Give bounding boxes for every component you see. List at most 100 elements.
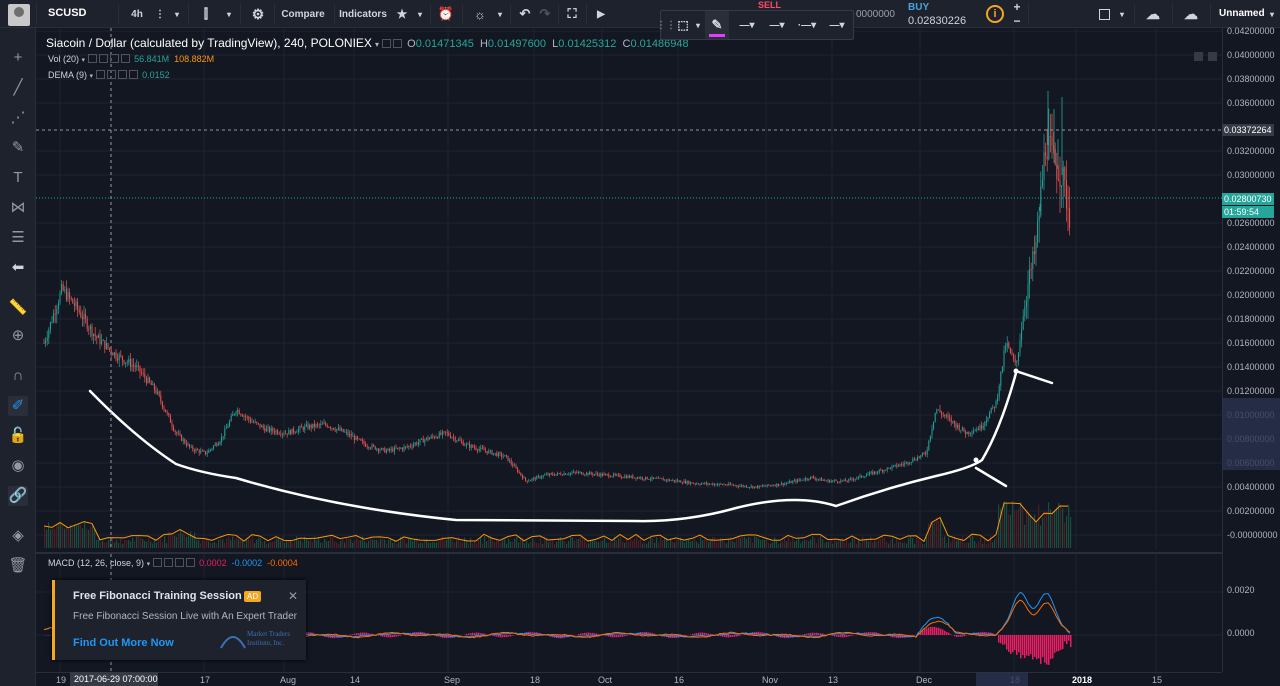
star-icon[interactable]: ★ [396, 7, 408, 21]
volume-bar [50, 529, 52, 548]
buy-price[interactable]: 0.02830226 [908, 15, 967, 27]
chevron-down-icon[interactable]: ▾ [1119, 9, 1124, 19]
source-box-icon[interactable] [117, 70, 127, 79]
source-box-icon[interactable] [174, 558, 184, 567]
time-axis[interactable]: 1917Aug14Sep18Oct16Nov13Dec18201815 [36, 672, 1222, 686]
layers-icon[interactable]: ◈ [12, 527, 24, 544]
user-avatar[interactable] [8, 4, 30, 26]
chevron-down-icon[interactable]: ▾ [695, 20, 700, 30]
macd-histogram-bar [614, 635, 616, 638]
zoom-icon[interactable]: ⊕ [11, 327, 25, 344]
text-icon[interactable]: T [13, 169, 23, 186]
close-box-icon[interactable] [128, 70, 138, 79]
layout-name[interactable]: Unnamed [1219, 8, 1265, 19]
price-chart[interactable] [36, 28, 1222, 550]
ruler-icon[interactable]: 📏 [8, 299, 28, 316]
symbol-search[interactable]: SCUSD [48, 7, 87, 19]
volume-bar [600, 541, 602, 548]
eye-box-icon[interactable] [152, 558, 162, 567]
line-width-icon[interactable]: —▾ [739, 19, 755, 31]
settings-box-icon[interactable] [106, 70, 116, 79]
undo-icon[interactable]: ↶ [519, 6, 531, 21]
macd-label[interactable]: MACD (12, 26, close, 9) [48, 558, 145, 568]
cloud-icon[interactable]: ☁ [1146, 5, 1160, 22]
candle-body [80, 312, 82, 318]
back-arrow-icon[interactable]: ⬅ [11, 259, 25, 276]
settings-box-icon[interactable] [163, 558, 173, 567]
gear-icon[interactable]: ⚙ [251, 5, 265, 22]
line-extend-icon[interactable]: —▾ [829, 19, 845, 31]
indicators-button[interactable]: Indicators [339, 8, 387, 20]
macd-histogram-bar [986, 632, 988, 635]
eye-box-icon[interactable] [95, 70, 105, 79]
ad-link[interactable]: Find Out More Now [73, 637, 174, 649]
interval-menu-icon[interactable]: ⋮ [155, 8, 165, 20]
line-style-icon[interactable]: —▾ [769, 19, 785, 31]
chevron-down-icon[interactable]: ▾ [417, 9, 422, 19]
candle-body [685, 481, 687, 484]
bulb-icon[interactable]: ☼ [474, 6, 486, 22]
compare-button[interactable]: Compare [281, 8, 325, 20]
pane-collapse-icon[interactable] [1208, 52, 1217, 61]
volume-bar [496, 538, 498, 548]
minus-icon[interactable]: − [1013, 14, 1021, 28]
layout-square-icon[interactable] [1096, 0, 1112, 28]
close-box-icon[interactable] [185, 558, 195, 567]
play-icon[interactable]: ▶ [597, 8, 605, 20]
eye-icon[interactable]: ◉ [11, 457, 25, 474]
volume-bar [934, 522, 936, 548]
dema-label[interactable]: DEMA (9) [48, 70, 88, 80]
pattern-icon[interactable]: ⋈ [10, 199, 26, 216]
sell-label[interactable]: SELL [758, 0, 782, 10]
trend-line-icon[interactable]: ╱ [13, 79, 23, 96]
sell-price[interactable]: 0000000 [856, 9, 895, 20]
settings-box-icon[interactable] [98, 54, 108, 63]
chevron-down-icon[interactable]: ▾ [375, 40, 380, 49]
line-end-icon[interactable]: ·—▾ [797, 19, 817, 31]
brush-icon[interactable]: ✎ [11, 139, 25, 156]
main-chart-pane[interactable]: Siacoin / Dollar (calculated by TradingV… [36, 28, 1222, 550]
warning-icon[interactable]: i [986, 5, 1004, 23]
chevron-down-icon[interactable]: ▾ [146, 561, 151, 568]
close-box-icon[interactable] [120, 54, 130, 63]
chevron-down-icon[interactable]: ▾ [226, 9, 231, 19]
chevron-down-icon[interactable]: ▾ [81, 57, 86, 64]
chart-title[interactable]: Siacoin / Dollar (calculated by TradingV… [46, 36, 372, 50]
pitchfork-icon[interactable]: ⋰ [10, 109, 26, 126]
prediction-icon[interactable]: ☰ [11, 229, 25, 246]
chevron-down-icon[interactable]: ▾ [89, 73, 94, 80]
link-icon[interactable]: 🔗 [8, 486, 28, 506]
ad-banner[interactable]: Free Fibonacci Training Session AD ✕ Fre… [52, 580, 306, 660]
buy-label[interactable]: BUY [908, 2, 930, 13]
source-box-icon[interactable] [109, 54, 119, 63]
volume-bar [652, 538, 654, 548]
redo-icon[interactable]: ↷ [539, 6, 551, 21]
candle-body [992, 406, 994, 408]
candle-body [709, 483, 711, 485]
crosshair-icon[interactable]: + [13, 49, 23, 66]
candles-icon[interactable]: ⫿ [203, 6, 209, 21]
chevron-down-icon[interactable]: ▾ [174, 9, 179, 19]
close-box-icon[interactable] [393, 39, 403, 48]
alert-icon[interactable]: ⏰ [437, 6, 455, 21]
chevron-down-icon[interactable]: ▾ [497, 9, 502, 19]
select-area-icon[interactable]: ⬚ [677, 18, 689, 32]
volume-label[interactable]: Vol (20) [48, 54, 80, 64]
candle-body [392, 448, 394, 452]
interval-button[interactable]: 4h [131, 8, 143, 20]
pane-maximize-icon[interactable] [1194, 52, 1203, 61]
lock-icon[interactable]: 🔓 [8, 427, 28, 444]
chevron-down-icon[interactable]: ▾ [1269, 9, 1274, 19]
fullscreen-icon[interactable]: ⛶ [567, 6, 577, 21]
ad-title[interactable]: Free Fibonacci Training Session [73, 590, 242, 602]
magnet-icon[interactable]: ∩ [12, 367, 24, 384]
eye-box-icon[interactable] [87, 54, 97, 63]
macd-histogram-bar [842, 635, 844, 638]
cloud-upload-icon[interactable]: ☁ [1184, 5, 1198, 22]
drag-handle-icon[interactable]: ⋮⋮ [656, 19, 676, 31]
plus-icon[interactable]: + [1013, 0, 1021, 14]
stay-drawing-icon[interactable]: ✐ [8, 396, 28, 416]
close-icon[interactable]: ✕ [288, 589, 299, 603]
trash-icon[interactable]: 🗑 [8, 557, 28, 574]
settings-box-icon[interactable] [382, 39, 392, 48]
